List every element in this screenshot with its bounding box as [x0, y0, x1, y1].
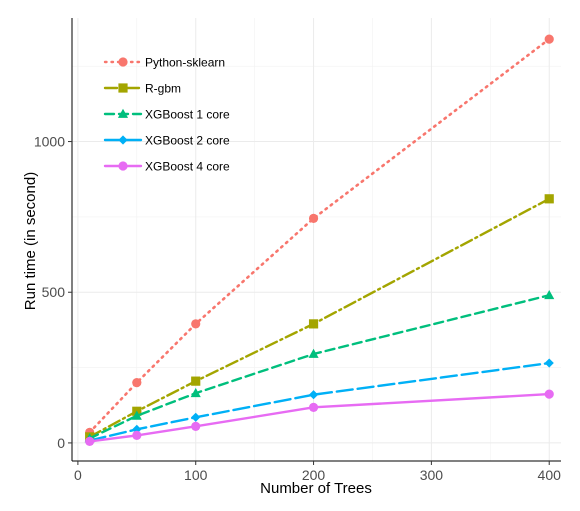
data-point: [308, 390, 319, 400]
legend-item: XGBoost 4 core: [103, 160, 230, 174]
series-line: [88, 197, 551, 439]
y-tick-label: 1000: [34, 134, 65, 150]
x-tick-label: 100: [184, 467, 208, 483]
series-r-gbm: [85, 194, 554, 442]
legend-item: Python-sklearn: [103, 56, 225, 70]
axes: [71, 18, 561, 462]
data-point: [308, 319, 319, 329]
data-point: [191, 376, 201, 386]
data-point: [132, 424, 142, 434]
legend-item: XGBoost 2 core: [103, 134, 230, 148]
data-point: [191, 421, 201, 431]
legend-marker: [118, 161, 128, 171]
y-tick-label: 0: [57, 435, 65, 451]
series-line: [88, 294, 551, 440]
series: [84, 34, 555, 447]
data-point: [85, 436, 95, 447]
legend-item: R-gbm: [103, 82, 181, 96]
data-point: [190, 387, 201, 398]
legend-marker: [117, 108, 129, 118]
legend-label: Python-sklearn: [145, 56, 225, 70]
series-line: [88, 361, 551, 442]
series-xgboost-1-core: [84, 289, 555, 443]
series-xgboost-4-core: [85, 389, 554, 447]
data-point: [544, 289, 555, 300]
series-python-sklearn: [85, 34, 554, 437]
data-point: [132, 430, 142, 440]
x-tick-label: 400: [538, 467, 562, 483]
x-axis-title: Number of Trees: [260, 480, 372, 497]
legend-item: XGBoost 1 core: [103, 108, 230, 122]
data-point: [308, 348, 319, 358]
data-point: [191, 412, 201, 422]
data-point: [191, 319, 201, 329]
legend-label: XGBoost 2 core: [145, 134, 230, 148]
legend-label: R-gbm: [145, 82, 181, 96]
legend-label: XGBoost 4 core: [145, 160, 230, 174]
legend-marker: [118, 135, 128, 145]
y-axis-title: Run time (in second): [22, 172, 39, 310]
data-point: [308, 402, 319, 412]
series-xgboost-2-core: [85, 358, 554, 446]
legend: Python-sklearn R-gbm XGBoost 1 core XGBoost…: [103, 56, 230, 174]
legend-marker: [118, 57, 128, 67]
legend-marker: [118, 83, 128, 93]
legend-label: XGBoost 1 core: [145, 108, 230, 122]
data-point: [132, 378, 142, 388]
x-tick-label: 200: [302, 467, 326, 483]
y-axis-ticks: 0 500 1000: [34, 134, 72, 451]
x-axis-ticks: 0 100 200 300 400: [74, 461, 561, 483]
data-point: [544, 358, 554, 368]
data-point: [544, 194, 554, 204]
data-point: [308, 213, 319, 224]
y-tick-label: 500: [42, 284, 66, 300]
data-point: [544, 34, 554, 44]
data-point: [131, 410, 142, 420]
x-tick-label: 300: [420, 467, 444, 483]
data-point: [544, 389, 554, 399]
x-tick-label: 0: [74, 467, 82, 483]
